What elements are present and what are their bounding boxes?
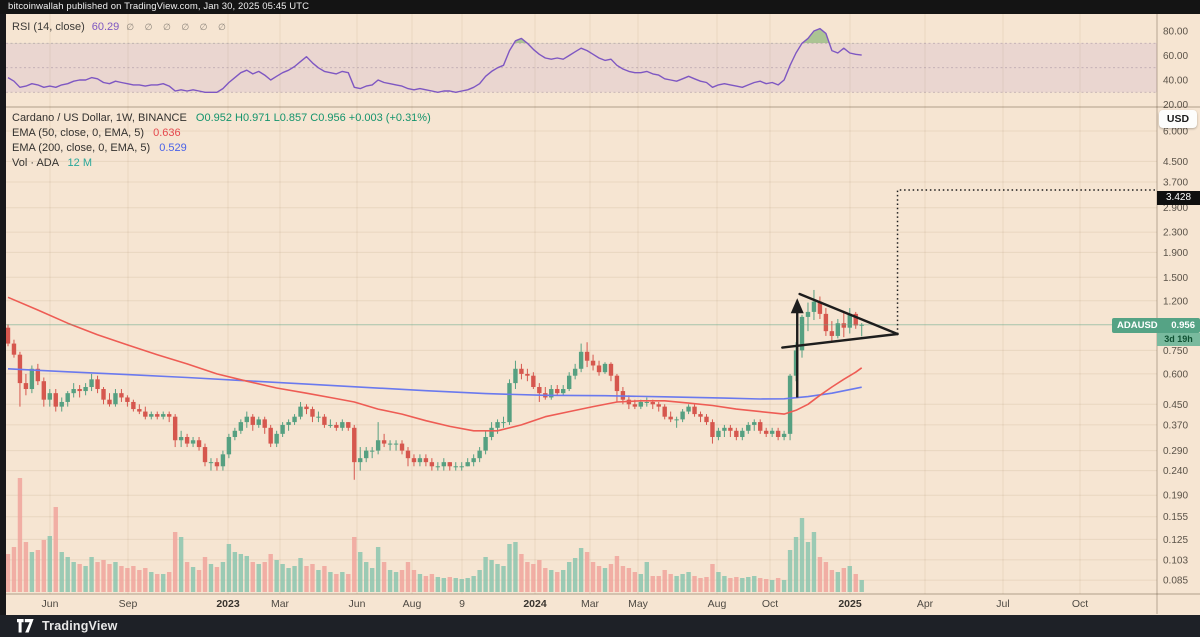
svg-text:1.900: 1.900	[1163, 248, 1188, 259]
svg-text:Mar: Mar	[271, 598, 290, 610]
currency-toggle-button[interactable]: USD	[1159, 110, 1197, 128]
svg-text:20.00: 20.00	[1163, 100, 1188, 111]
time-axis[interactable]	[0, 594, 1157, 614]
svg-text:Apr: Apr	[917, 598, 934, 610]
volume-bars	[5, 478, 864, 592]
ema50-line	[7, 296, 863, 432]
left-margin-strip	[0, 14, 6, 615]
publish-note: bitcoinwallah published on TradingView.c…	[8, 1, 310, 12]
svg-text:0.190: 0.190	[1163, 491, 1188, 502]
symbol-title[interactable]: Cardano / US Dollar, 1W, BINANCE	[12, 112, 187, 124]
svg-text:0.155: 0.155	[1163, 512, 1188, 523]
trend-drawings	[781, 189, 1157, 398]
last-price-value: 0.956	[1171, 320, 1195, 331]
svg-text:60.00: 60.00	[1163, 51, 1188, 62]
svg-text:0.103: 0.103	[1163, 555, 1188, 566]
price-chart-canvas[interactable]: 6.000 4.500 3.700 2.900 2.300 1.900 1.500 1.200…	[0, 14, 1200, 615]
rsi-legend: RSI (14, close) 60.29 ∅ ∅ ∅ ∅ ∅ ∅	[12, 21, 230, 33]
svg-text:4.500: 4.500	[1163, 157, 1188, 168]
ema50-label[interactable]: EMA (50, close, 0, EMA, 5)	[12, 127, 145, 139]
svg-text:0.290: 0.290	[1163, 446, 1188, 457]
svg-text:40.00: 40.00	[1163, 76, 1188, 87]
tradingview-brand-text[interactable]: TradingView	[42, 619, 118, 633]
candles	[5, 289, 864, 480]
svg-text:Sep: Sep	[119, 598, 138, 610]
svg-text:0.240: 0.240	[1163, 466, 1188, 477]
gridlines	[6, 14, 1157, 594]
svg-text:80.00: 80.00	[1163, 27, 1188, 38]
ema50-value: 0.636	[153, 127, 181, 139]
svg-text:Aug: Aug	[708, 598, 727, 610]
svg-text:Oct: Oct	[762, 598, 778, 610]
last-price-label: ADAUSD 0.956	[1112, 318, 1200, 333]
svg-text:2024: 2024	[523, 598, 547, 610]
svg-text:Aug: Aug	[403, 598, 422, 610]
volume-value: 12 M	[67, 157, 93, 169]
svg-text:3.700: 3.700	[1163, 178, 1188, 189]
ema200-label[interactable]: EMA (200, close, 0, EMA, 5)	[12, 142, 151, 154]
svg-text:1.200: 1.200	[1163, 296, 1188, 307]
time-axis-labels: Jun Sep 2023 Mar Jun Aug 9 2024 Mar May Aug Oct 2025…	[42, 598, 1089, 610]
svg-text:2.300: 2.300	[1163, 228, 1188, 239]
svg-text:2.900: 2.900	[1163, 203, 1188, 214]
svg-text:9: 9	[459, 598, 465, 610]
price-axis[interactable]	[1157, 14, 1200, 594]
svg-text:Mar: Mar	[581, 598, 600, 610]
svg-text:Jul: Jul	[996, 598, 1009, 610]
volume-label[interactable]: Vol · ADA	[12, 157, 59, 169]
footer-bar: TradingView	[0, 615, 1200, 637]
target-price-label: 3.428	[1157, 191, 1200, 205]
svg-text:0.370: 0.370	[1163, 420, 1188, 431]
svg-text:Jun: Jun	[42, 598, 59, 610]
svg-text:0.750: 0.750	[1163, 346, 1188, 357]
svg-text:Oct: Oct	[1072, 598, 1088, 610]
ema200-line	[7, 368, 862, 400]
svg-text:Jun: Jun	[349, 598, 366, 610]
rsi-title: RSI (14, close)	[12, 21, 85, 33]
svg-text:2023: 2023	[216, 598, 240, 610]
svg-text:1.500: 1.500	[1163, 273, 1188, 284]
last-price-symbol: ADAUSD	[1117, 320, 1158, 331]
svg-text:0.125: 0.125	[1163, 535, 1188, 546]
disabled-source-icons[interactable]: ∅ ∅ ∅ ∅ ∅ ∅	[126, 21, 230, 32]
svg-text:6.000: 6.000	[1163, 127, 1188, 138]
svg-text:2025: 2025	[838, 598, 862, 610]
ema200-value: 0.529	[159, 142, 187, 154]
tradingview-logo-icon[interactable]	[17, 619, 34, 633]
rsi-plot	[7, 27, 862, 93]
ohlc-values: O0.952 H0.971 L0.857 C0.956 +0.003 (+0.3…	[195, 112, 431, 124]
price-axis-labels: 6.000 4.500 3.700 2.900 2.300 1.900 1.500 1.200…	[1163, 27, 1188, 587]
pane-separators	[0, 14, 1200, 614]
symbol-legend: Cardano / US Dollar, 1W, BINANCE O0.952 …	[12, 111, 431, 171]
rsi-value: 60.29	[91, 21, 120, 33]
svg-text:0.085: 0.085	[1163, 576, 1188, 587]
svg-text:0.600: 0.600	[1163, 369, 1188, 380]
publish-info-bar: bitcoinwallah published on TradingView.c…	[0, 0, 1200, 14]
bar-countdown-badge: 3d 19h	[1157, 333, 1200, 346]
svg-text:May: May	[628, 598, 649, 610]
svg-text:0.450: 0.450	[1163, 400, 1188, 411]
